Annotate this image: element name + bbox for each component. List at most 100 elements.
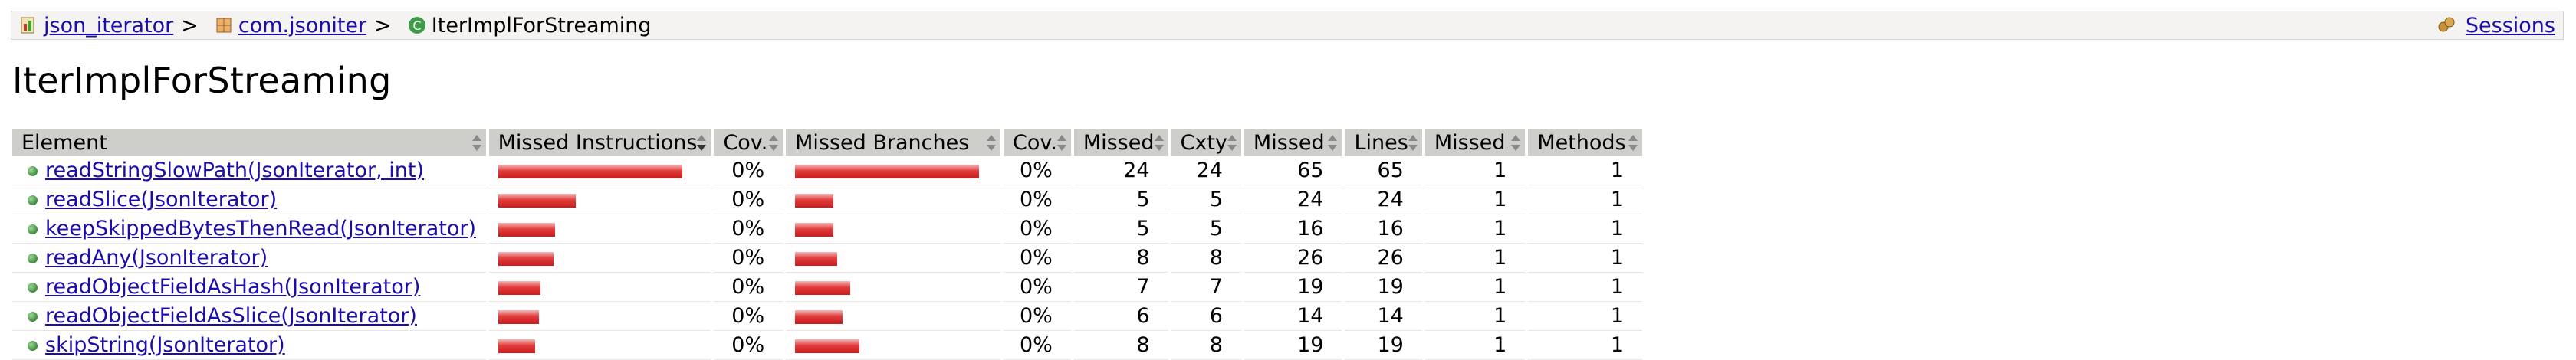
breadcrumb-item-report[interactable]: json_iterator	[12, 14, 173, 38]
method-icon	[28, 312, 38, 322]
cell-missed-branches	[784, 301, 1004, 331]
cell-missed-branches	[784, 272, 1004, 302]
breadcrumb-link-package[interactable]: com.jsoniter	[238, 13, 367, 38]
column-header-methods[interactable]: Methods	[1526, 129, 1645, 156]
method-link[interactable]: readAny(JsonIterator)	[45, 246, 268, 270]
cell-missed-cxty: 7	[1072, 272, 1171, 302]
method-link[interactable]: readObjectFieldAsSlice(JsonIterator)	[45, 304, 417, 328]
sort-down-icon	[769, 145, 779, 151]
column-header-missed-branches[interactable]: Missed Branches	[784, 129, 1004, 156]
method-link[interactable]: readSlice(JsonIterator)	[45, 188, 278, 211]
missed-instructions-bar	[498, 222, 555, 237]
cell-missed-methods: 1	[1423, 156, 1529, 185]
cell-branches-cov: 0%	[1001, 156, 1074, 185]
method-icon	[28, 254, 38, 263]
table-row: readSlice(JsonIterator) 0% 0% 5 5 24 24 1 1	[12, 185, 1645, 214]
cell-lines: 16	[1343, 214, 1425, 244]
cell-methods: 1	[1526, 185, 1645, 214]
missed-instructions-bar	[498, 339, 535, 353]
cell-cxty: 7	[1169, 272, 1244, 302]
sort-down-icon	[1408, 145, 1418, 151]
cell-cxty: 8	[1169, 243, 1244, 273]
cell-missed-methods: 1	[1423, 243, 1529, 273]
table-row: readObjectFieldAsSlice(JsonIterator) 0% 0%…	[12, 301, 1645, 331]
cell-lines: 26	[1343, 243, 1425, 273]
cell-missed-branches	[784, 243, 1004, 273]
sort-up-icon	[769, 135, 779, 141]
table-row: readObjectFieldAsHash(JsonIterator) 0% 0% 7…	[12, 272, 1645, 302]
cell-missed-methods: 1	[1423, 301, 1529, 331]
cell-branches-cov: 0%	[1001, 185, 1074, 214]
cell-missed-instructions	[487, 243, 715, 273]
cell-methods: 1	[1526, 243, 1645, 273]
cell-missed-cxty: 24	[1072, 156, 1171, 185]
cell-branches-cov: 0%	[1001, 214, 1074, 244]
missed-instructions-bar	[498, 251, 554, 266]
missed-branches-bar	[795, 280, 851, 295]
cell-missed-lines: 16	[1242, 214, 1346, 244]
cell-cxty: 24	[1169, 156, 1244, 185]
sessions-link-group[interactable]: Sessions	[2429, 14, 2563, 38]
sort-down-icon	[1056, 145, 1066, 151]
cell-lines: 65	[1343, 156, 1425, 185]
method-link[interactable]: readObjectFieldAsHash(JsonIterator)	[45, 275, 421, 299]
method-link[interactable]: skipString(JsonIterator)	[45, 333, 285, 357]
missed-branches-bar	[795, 251, 838, 266]
sort-down-icon	[697, 145, 707, 151]
cell-methods: 1	[1526, 272, 1645, 302]
cell-missed-cxty: 5	[1072, 214, 1171, 244]
cell-missed-branches	[784, 185, 1004, 214]
breadcrumb-link-report[interactable]: json_iterator	[44, 13, 174, 38]
cell-element: readAny(JsonIterator)	[12, 243, 489, 273]
cell-missed-methods: 1	[1423, 214, 1529, 244]
sort-up-icon	[1511, 135, 1521, 141]
cell-missed-lines: 26	[1242, 243, 1346, 273]
column-header-missed-cxty[interactable]: Missed	[1072, 129, 1171, 156]
breadcrumb-separator: >	[374, 13, 392, 38]
cell-missed-lines: 14	[1242, 301, 1346, 331]
method-link[interactable]: readStringSlowPath(JsonIterator, int)	[45, 159, 425, 182]
breadcrumb-item-class: C IterImplForStreaming	[399, 14, 652, 38]
column-header-lines[interactable]: Lines	[1343, 129, 1425, 156]
sort-down-icon	[1628, 145, 1638, 151]
cell-missed-lines: 24	[1242, 185, 1346, 214]
sort-down-icon	[1511, 145, 1521, 151]
class-icon: C	[407, 15, 427, 35]
sessions-link[interactable]: Sessions	[2465, 13, 2555, 38]
method-link[interactable]: keepSkippedBytesThenRead(JsonIterator)	[45, 217, 477, 241]
sort-up-icon	[1056, 135, 1066, 141]
cell-missed-methods: 1	[1423, 185, 1529, 214]
column-header-element[interactable]: Element	[12, 129, 489, 156]
coverage-table: Element Missed Instructions Cov. Missed …	[12, 129, 1645, 360]
cell-methods: 1	[1526, 214, 1645, 244]
cell-element: keepSkippedBytesThenRead(JsonIterator)	[12, 214, 489, 244]
cell-branches-cov: 0%	[1001, 301, 1074, 331]
column-header-instructions-cov[interactable]: Cov.	[712, 129, 787, 156]
svg-text:C: C	[412, 18, 421, 33]
breadcrumb-item-package[interactable]: com.jsoniter	[206, 14, 366, 38]
cell-missed-instructions	[487, 185, 715, 214]
cell-cxty: 5	[1169, 214, 1244, 244]
cell-element: readObjectFieldAsHash(JsonIterator)	[12, 272, 489, 302]
sessions-icon	[2436, 15, 2456, 35]
column-header-cxty[interactable]: Cxty	[1169, 129, 1244, 156]
sort-up-icon	[472, 135, 481, 141]
report-icon	[19, 15, 39, 35]
missed-branches-bar	[795, 164, 980, 178]
cell-missed-branches	[784, 156, 1004, 185]
cell-missed-cxty: 8	[1072, 243, 1171, 273]
column-header-missed-lines[interactable]: Missed	[1242, 129, 1346, 156]
column-header-missed-instructions[interactable]: Missed Instructions	[487, 129, 715, 156]
cell-instructions-cov: 0%	[712, 185, 787, 214]
method-icon	[28, 341, 38, 351]
sort-up-icon	[1328, 135, 1338, 141]
sort-up-icon	[1227, 135, 1237, 141]
sort-down-icon	[1328, 145, 1338, 151]
page-title: IterImplForStreaming	[12, 60, 392, 101]
column-header-branches-cov[interactable]: Cov.	[1001, 129, 1074, 156]
cell-instructions-cov: 0%	[712, 243, 787, 273]
sort-down-icon	[986, 145, 996, 151]
cell-element: readSlice(JsonIterator)	[12, 185, 489, 214]
cell-lines: 24	[1343, 185, 1425, 214]
column-header-missed-methods[interactable]: Missed	[1423, 129, 1529, 156]
